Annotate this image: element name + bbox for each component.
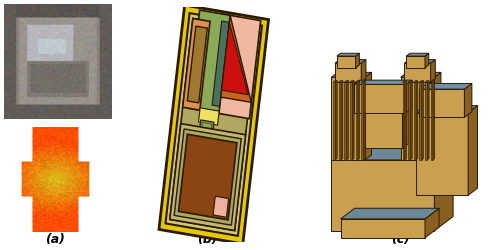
Polygon shape: [406, 54, 429, 57]
Polygon shape: [337, 54, 359, 57]
Text: (b): (b): [197, 232, 218, 245]
Polygon shape: [414, 81, 418, 83]
Polygon shape: [430, 60, 436, 83]
Polygon shape: [416, 113, 468, 196]
Polygon shape: [433, 81, 435, 160]
Polygon shape: [365, 108, 410, 113]
Polygon shape: [333, 83, 336, 160]
Polygon shape: [468, 106, 477, 196]
Polygon shape: [361, 81, 366, 83]
Polygon shape: [406, 57, 425, 68]
Polygon shape: [354, 85, 406, 113]
Polygon shape: [336, 81, 337, 160]
Polygon shape: [414, 83, 416, 160]
Polygon shape: [344, 81, 348, 83]
Polygon shape: [406, 81, 412, 113]
Polygon shape: [430, 81, 435, 83]
Polygon shape: [434, 146, 453, 231]
Polygon shape: [420, 84, 472, 90]
Polygon shape: [408, 81, 412, 83]
Polygon shape: [346, 81, 348, 160]
Polygon shape: [212, 22, 230, 107]
Polygon shape: [420, 90, 465, 118]
Polygon shape: [361, 60, 366, 83]
Polygon shape: [335, 60, 366, 64]
Polygon shape: [340, 219, 425, 238]
Polygon shape: [350, 81, 354, 83]
Polygon shape: [350, 83, 352, 160]
Polygon shape: [212, 15, 260, 119]
Polygon shape: [356, 81, 360, 83]
Polygon shape: [402, 81, 406, 83]
Polygon shape: [337, 57, 355, 68]
Polygon shape: [339, 83, 341, 160]
Polygon shape: [198, 108, 219, 126]
Polygon shape: [422, 81, 424, 160]
Polygon shape: [221, 16, 252, 103]
Polygon shape: [464, 84, 472, 118]
Polygon shape: [335, 64, 361, 83]
Polygon shape: [404, 60, 436, 64]
Polygon shape: [166, 14, 262, 236]
Polygon shape: [344, 83, 346, 160]
Polygon shape: [427, 81, 429, 160]
Polygon shape: [358, 81, 360, 160]
Polygon shape: [416, 81, 418, 160]
Polygon shape: [188, 27, 208, 104]
Polygon shape: [400, 78, 434, 160]
Polygon shape: [331, 73, 372, 78]
Polygon shape: [402, 83, 405, 160]
Polygon shape: [352, 81, 354, 160]
Polygon shape: [331, 160, 434, 231]
Polygon shape: [356, 54, 360, 68]
Polygon shape: [425, 208, 439, 238]
Polygon shape: [159, 6, 268, 244]
Polygon shape: [425, 81, 429, 83]
Polygon shape: [425, 54, 429, 68]
Polygon shape: [174, 130, 242, 225]
Polygon shape: [182, 19, 210, 111]
Polygon shape: [416, 106, 478, 113]
Polygon shape: [408, 83, 410, 160]
Polygon shape: [365, 73, 372, 160]
Polygon shape: [420, 81, 424, 83]
Polygon shape: [400, 73, 441, 78]
Polygon shape: [188, 11, 230, 114]
Polygon shape: [333, 81, 337, 83]
Polygon shape: [341, 81, 343, 160]
Polygon shape: [405, 81, 406, 160]
Polygon shape: [354, 81, 412, 85]
Polygon shape: [178, 135, 237, 220]
Polygon shape: [213, 196, 228, 217]
Polygon shape: [420, 83, 422, 160]
Polygon shape: [200, 120, 214, 132]
Polygon shape: [339, 81, 343, 83]
Polygon shape: [170, 19, 258, 231]
Polygon shape: [430, 83, 433, 160]
Polygon shape: [222, 23, 248, 95]
Polygon shape: [434, 73, 441, 160]
Text: (a): (a): [45, 232, 65, 245]
Polygon shape: [365, 113, 403, 148]
Polygon shape: [331, 146, 453, 160]
Polygon shape: [331, 78, 365, 160]
Polygon shape: [410, 81, 412, 160]
Polygon shape: [425, 83, 427, 160]
Polygon shape: [364, 81, 366, 160]
Polygon shape: [356, 83, 358, 160]
Polygon shape: [340, 208, 439, 219]
Polygon shape: [361, 83, 364, 160]
Polygon shape: [202, 123, 212, 129]
Polygon shape: [170, 124, 246, 231]
Polygon shape: [404, 64, 430, 83]
Text: (c): (c): [390, 232, 409, 245]
Polygon shape: [402, 108, 410, 148]
